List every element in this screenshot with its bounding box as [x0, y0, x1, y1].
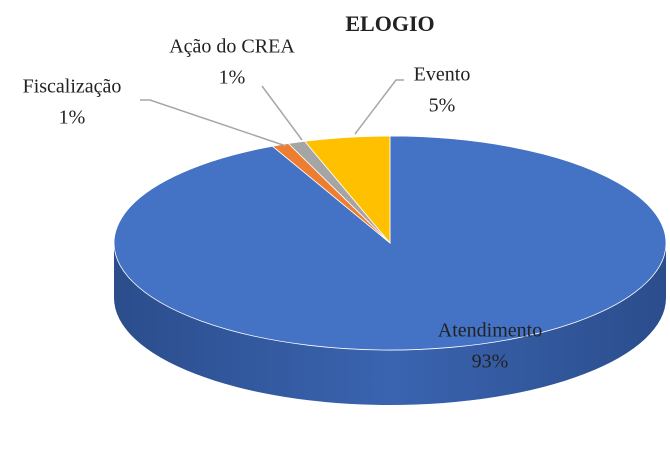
data-label-value: 93%: [472, 351, 509, 373]
leader-line: [261, 85, 303, 141]
data-label-value: 1%: [59, 107, 86, 129]
data-label-name: Atendimento: [438, 320, 542, 342]
data-label-name: Ação do CREA: [169, 36, 295, 58]
data-label-value: 5%: [429, 95, 456, 117]
data-label-value: 1%: [219, 67, 246, 89]
leader-line: [140, 99, 287, 147]
data-label-name: Fiscalização: [23, 76, 122, 98]
data-label-name: Evento: [414, 64, 471, 86]
leader-line: [354, 79, 404, 135]
chart-title: ELOGIO: [345, 11, 434, 36]
pie-side: [114, 243, 666, 405]
pie-slice: [303, 135, 391, 245]
